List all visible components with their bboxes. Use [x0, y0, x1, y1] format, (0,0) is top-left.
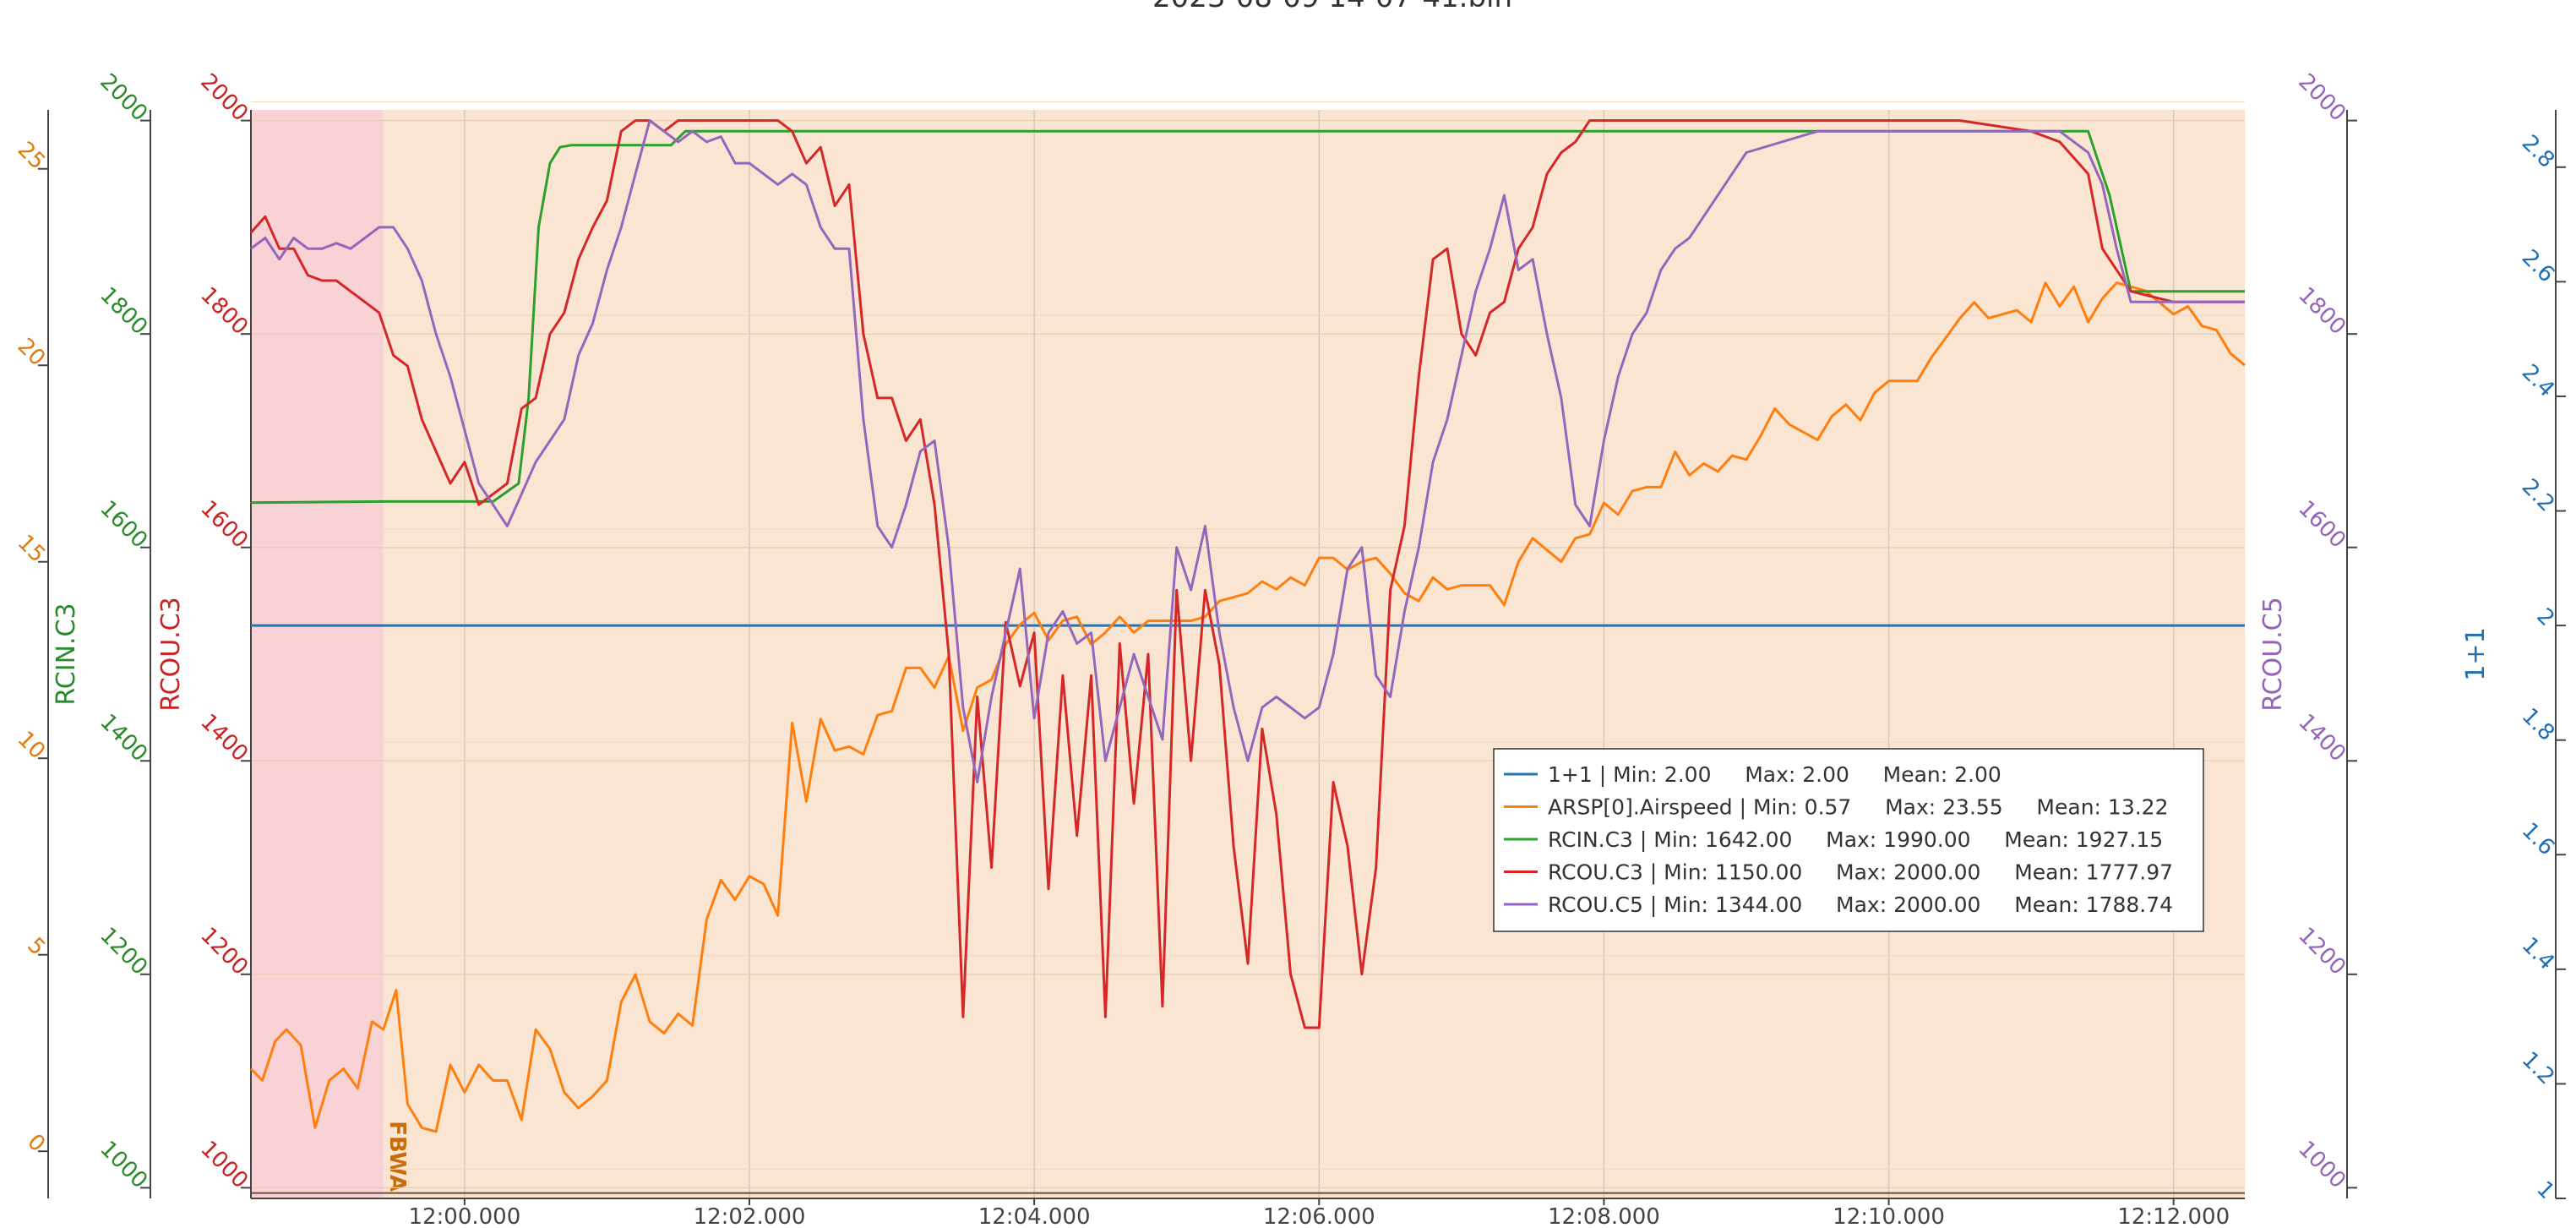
series-line-2: [250, 129, 2245, 505]
x-tick-label: 12:06.000: [1263, 1204, 1375, 1228]
legend: 1+1 | Min: 2.00 Max: 2.00 Mean: 2.00 ARSP…: [1493, 748, 2204, 932]
grid: [251, 101, 2245, 1198]
tick-label-one: 1.6: [2517, 818, 2559, 860]
x-tick-label: 12:08.000: [1548, 1204, 1660, 1228]
tick-label-rcou5: 1600: [2293, 496, 2350, 554]
tick-label-rcou3: 1000: [195, 1136, 253, 1193]
legend-entry-3: RCOU.C3 | Min: 1150.00 Max: 2000.00 Mean…: [1548, 860, 2173, 885]
axis-title-rcou5: RCOU.C5: [2258, 597, 2288, 711]
tick-label-rcou3: 1800: [195, 282, 253, 340]
chart-title: 2023-08-09 14-07-41.bin: [1152, 0, 1512, 14]
legend-entry-1: ARSP[0].Airspeed | Min: 0.57 Max: 23.55 …: [1548, 795, 2169, 820]
x-tick-label: 12:12.000: [2117, 1204, 2230, 1228]
mode-band-0: [251, 110, 384, 1198]
tick-label-rcou3: 1400: [195, 709, 253, 767]
x-tick-label: 12:10.000: [1833, 1204, 1945, 1228]
tick-label-rcin: 1400: [95, 709, 152, 767]
tick-label-rcin: 1200: [95, 923, 152, 980]
tick-label-rcou3: 2000: [195, 69, 253, 127]
mode-label: FBWA: [384, 1121, 410, 1192]
tick-label-rcin: 1600: [95, 496, 152, 554]
axis-title-rcou3: RCOU.C3: [156, 597, 186, 711]
series-line-1: [249, 281, 2246, 1133]
tick-label-rcou3: 1200: [195, 923, 253, 980]
tick-label-rcou5: 2000: [2293, 69, 2350, 127]
legend-entry-0: 1+1 | Min: 2.00 Max: 2.00 Mean: 2.00: [1548, 762, 2001, 787]
x-tick-label: 12:00.000: [408, 1204, 520, 1228]
legend-entry-4: RCOU.C5 | Min: 1344.00 Max: 2000.00 Mean…: [1548, 892, 2173, 917]
tick-label-arsp: 0: [22, 1129, 50, 1157]
tick-label-rcou5: 1400: [2293, 709, 2350, 767]
tick-label-one: 2.2: [2517, 474, 2559, 516]
mode-band-1: [383, 110, 2245, 1198]
series-line-4: [250, 119, 2245, 783]
tick-label-rcou5: 1000: [2293, 1136, 2350, 1193]
tick-label-rcin: 2000: [95, 69, 152, 127]
tick-label-one: 1.8: [2517, 703, 2559, 745]
tick-label-rcou5: 1800: [2293, 282, 2350, 340]
tick-label-one: 1.2: [2517, 1047, 2559, 1089]
x-tick-label: 12:02.000: [694, 1204, 806, 1228]
x-axis: 12:00.000 12:02.000 12:04.000 12:06.000 12:0…: [251, 1192, 2245, 1228]
tick-label-arsp: 5: [22, 933, 50, 961]
tick-label-one: 2.8: [2517, 130, 2559, 172]
tick-label-rcin: 1800: [95, 282, 152, 340]
tick-label-rcin: 1000: [95, 1136, 152, 1193]
x-tick-label: 12:04.000: [978, 1204, 1091, 1228]
tick-label-rcou3: 1600: [195, 496, 253, 554]
series-lines: [249, 119, 2246, 1133]
tick-label-one: 1.4: [2517, 932, 2559, 974]
axis-title-rcin: RCIN.C3: [52, 603, 81, 705]
legend-entry-2: RCIN.C3 | Min: 1642.00 Max: 1990.00 Mean…: [1548, 827, 2163, 852]
series-line-3: [249, 119, 2245, 1029]
axis-title-one: 1+1: [2461, 627, 2491, 680]
legend-box: [1493, 748, 2204, 932]
tick-label-one: 2.6: [2517, 245, 2559, 287]
mode-bands: FBWA: [251, 110, 2245, 1198]
tick-label-one: 2.4: [2517, 359, 2559, 401]
tick-label-rcou5: 1200: [2293, 923, 2350, 980]
